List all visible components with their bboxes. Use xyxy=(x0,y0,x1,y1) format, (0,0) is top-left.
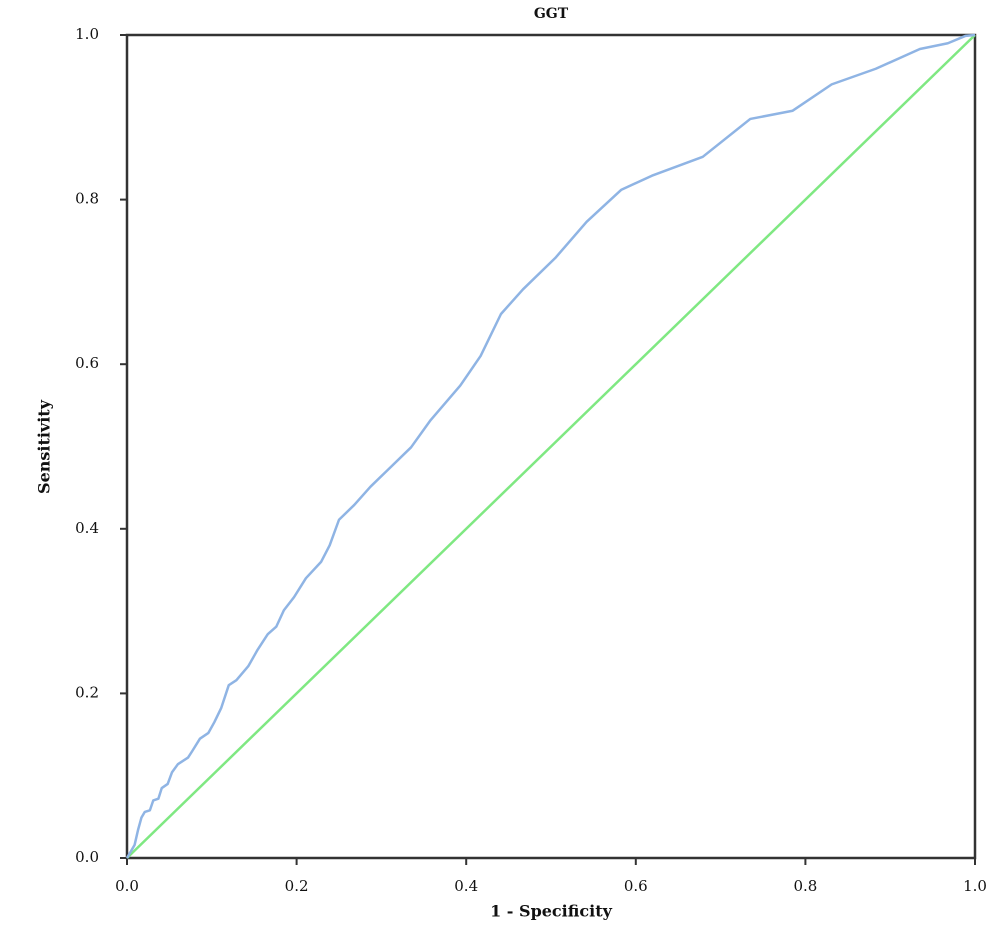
x-tick-label: 0.8 xyxy=(793,877,817,895)
y-axis-label: Sensitivity xyxy=(35,399,54,494)
plot-frame xyxy=(125,33,977,860)
x-tick-label: 0.4 xyxy=(454,877,478,895)
y-tick-label: 0.8 xyxy=(75,190,99,208)
x-tick-label: 0.2 xyxy=(285,877,309,895)
y-tick-label: 0.2 xyxy=(75,683,99,701)
series-line xyxy=(125,33,976,859)
x-tick-label: 0.6 xyxy=(624,877,648,895)
chart-title: GGT xyxy=(534,6,569,22)
x-tick-label: 1.0 xyxy=(963,877,987,895)
y-tick-label: 0.4 xyxy=(75,519,99,537)
y-tick-label: 0.0 xyxy=(75,848,99,866)
y-tick-label: 1.0 xyxy=(75,25,99,43)
series-line xyxy=(126,34,976,859)
x-tick-label: 0.0 xyxy=(115,877,139,895)
x-axis-label: 1 - Specificity xyxy=(490,902,613,921)
y-tick-label: 0.6 xyxy=(75,354,99,372)
